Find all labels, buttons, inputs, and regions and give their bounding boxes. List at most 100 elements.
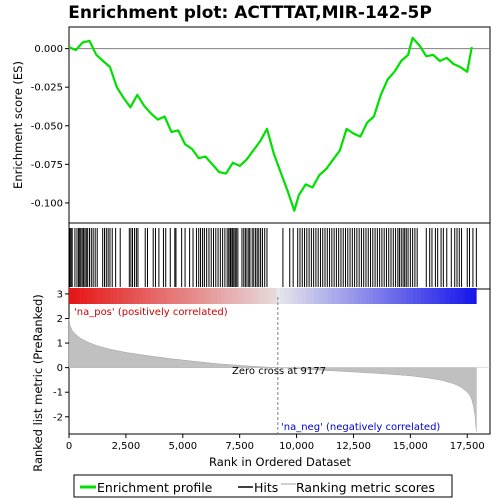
metric-color-strip-segment [365,288,370,304]
metric-color-strip-segment [168,288,173,304]
legend-box [73,474,453,498]
metric-color-strip-segment [131,288,136,304]
metric-color-strip-segment [235,288,240,304]
legend-hits-label: Hits [254,480,278,495]
x-tick-label: 5,000 [168,441,197,452]
metric-color-strip-segment [180,288,185,304]
metric-color-strip-segment [150,288,155,304]
metric-color-strip-segment [280,288,285,304]
metric-color-strip-segment [257,288,262,304]
metric-color-strip-segment [339,288,344,304]
legend-metric-label: Ranking metric scores [296,480,435,495]
metric-color-strip-segment [191,288,196,304]
es-ytick-label: -0.025 [31,83,63,94]
metric-color-strip-segment [72,288,77,304]
metric-panel: 3 2 1 0 -1 -2 [53,289,490,434]
metric-color-strip-segment [420,288,425,304]
metric-color-strip-segment [183,288,188,304]
metric-color-strip-segment [246,288,251,304]
metric-color-strip-segment [209,288,214,304]
metric-color-strip-segment [165,288,170,304]
metric-color-strip-segment [206,288,211,304]
metric-color-strip-segment [154,288,159,304]
enrichment-profile-line [68,36,473,212]
metric-color-strip-segment [357,288,362,304]
metric-color-strip-segment [102,288,107,304]
metric-color-strip-segment [143,288,148,304]
metric-ytick-label: -2 [53,412,63,423]
metric-color-strip-segment [435,288,440,304]
es-ylabel: Enrichment score (ES) [11,61,25,189]
metric-color-strip-segment [106,288,111,304]
metric-color-strip-segment [202,288,207,304]
metric-color-strip-segment [261,288,266,304]
metric-color-strip-segment [361,288,366,304]
metric-color-strip-segment [76,288,81,304]
metric-color-strip-segment [265,288,270,304]
metric-color-strip-segment [409,288,414,304]
metric-color-strip-segment [309,288,314,304]
metric-color-strip-segment [283,288,288,304]
metric-color-strip-segment [224,288,229,304]
metric-color-strip-segment [220,288,225,304]
metric-color-strip-segment [383,288,388,304]
metric-color-strip-segment [161,288,166,304]
x-tick-label: 7,500 [225,441,254,452]
es-panel: 0.000 -0.025 -0.050 -0.075 -0.100 [31,36,490,212]
metric-color-strip-segment [294,288,299,304]
metric-color-strip-segment [405,288,410,304]
metric-color-strip-segment [328,288,333,304]
metric-ylabel: Ranked list metric (PreRanked) [31,294,45,472]
metric-ytick-label: 1 [57,339,63,350]
metric-color-strip-segment [398,288,403,304]
metric-color-strip-segment [461,288,466,304]
metric-color-strip-segment [331,288,336,304]
metric-color-strip-segment [306,288,311,304]
metric-color-strip-segment [276,288,281,304]
metric-color-strip-segment [146,288,151,304]
metric-color-strip-segment [113,288,118,304]
metric-color-strip-segment [450,288,455,304]
pos-label: 'na_pos' (positively correlated) [74,307,228,318]
metric-color-strip-segment [454,288,459,304]
metric-color-strip-segment [172,288,177,304]
metric-color-strip-segment [124,288,129,304]
metric-ytick-label: 3 [57,289,63,300]
metric-color-strip-segment [291,288,296,304]
metric-color-strip-segment [187,288,192,304]
metric-color-strip-segment [69,288,74,304]
metric-ytick-label: -1 [53,388,63,399]
metric-color-strip-segment [465,288,470,304]
metric-color-strip-segment [380,288,385,304]
x-tick-label: 2,500 [112,441,141,452]
metric-color-strip-segment [387,288,392,304]
metric-color-strip-segment [472,288,477,304]
x-tick-label: 0 [66,441,72,452]
metric-color-strip-segment [443,288,448,304]
metric-color-strip-segment [231,288,236,304]
metric-color-strip-segment [346,288,351,304]
metric-color-strip-segment [94,288,99,304]
metric-color-strip-segment [109,288,114,304]
metric-color-strip-segment [198,288,203,304]
metric-color-strip-segment [120,288,125,304]
x-tick-label: 17,500 [450,441,485,452]
ranking-metric-area [68,318,477,432]
metric-color-strip-segment [320,288,325,304]
metric-color-strip-segment [439,288,444,304]
legend-profile-label: Enrichment profile [97,480,213,495]
x-tick-label: 10,000 [279,441,314,452]
metric-color-strip-segment [354,288,359,304]
es-ytick-label: 0.000 [34,44,63,55]
metric-color-strip-segment [287,288,292,304]
x-axis: 0 2,500 5,000 7,500 10,000 12,500 15,000 17,500 [66,434,485,452]
metric-color-strip-segment [176,288,181,304]
metric-color-strip-segment [368,288,373,304]
x-tick-label: 12,500 [336,441,371,452]
metric-color-strip-segment [117,288,122,304]
metric-color-strip-segment [302,288,307,304]
metric-color-strip-segment [91,288,96,304]
metric-color-strip-segment [194,288,199,304]
metric-color-strip-segment [428,288,433,304]
metric-color-strip-segment [250,288,255,304]
